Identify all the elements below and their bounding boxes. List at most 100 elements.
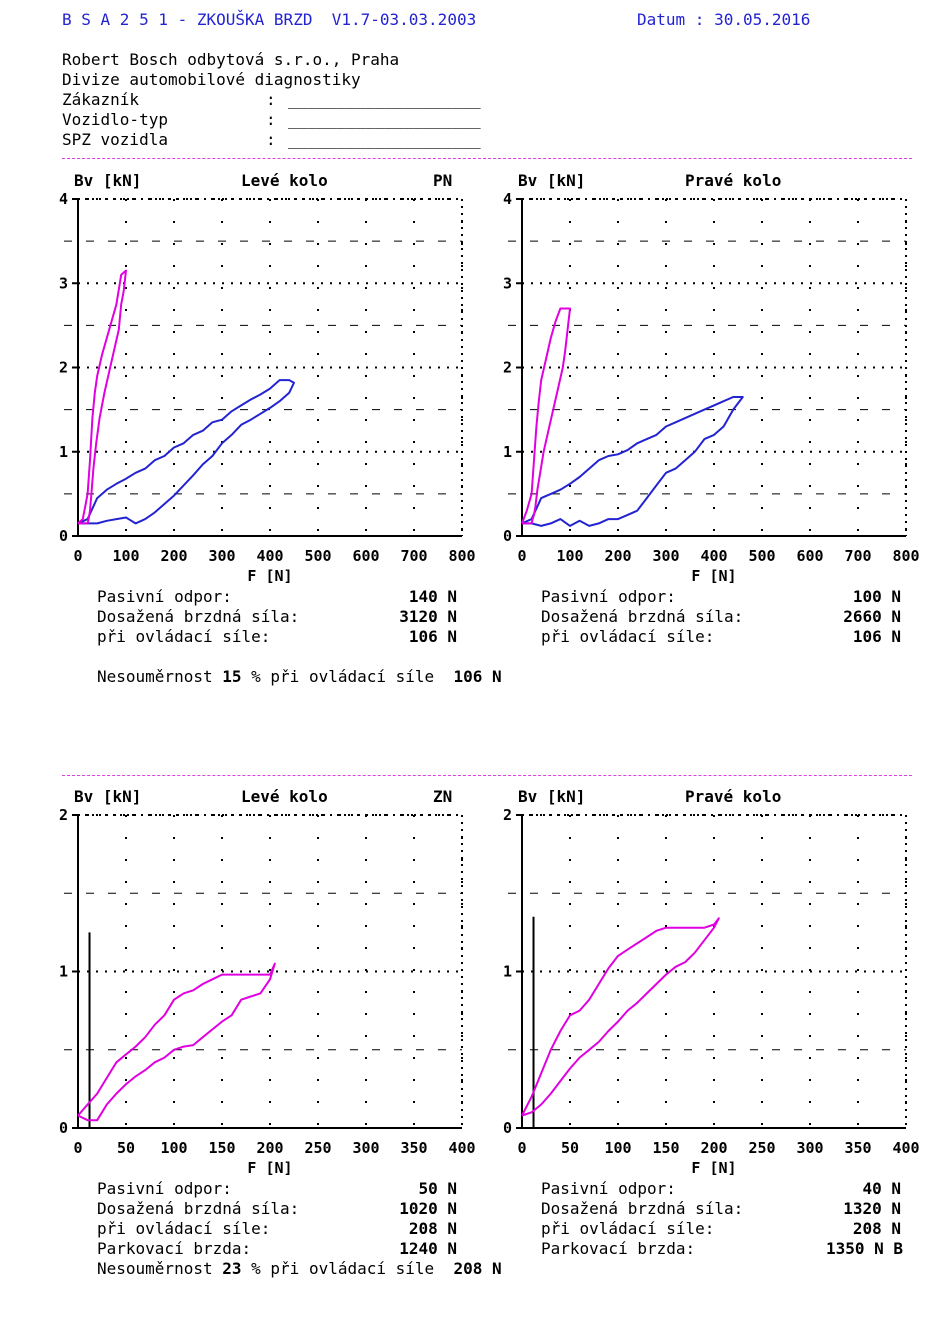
x-tick-label: 350	[400, 1139, 427, 1157]
rear-right-ylabel: Bv [kN]	[518, 787, 586, 806]
front-left-title: Levé kolo	[241, 171, 328, 190]
x-tick-label: 50	[561, 1139, 579, 1157]
x-tick-label: 500	[304, 547, 331, 565]
x-tick-label: 800	[448, 547, 475, 565]
rear-right-force-label: při ovládací síle:	[541, 1219, 715, 1238]
rear-left-parking-value: 1240 N	[399, 1239, 457, 1258]
x-tick-label: 300	[796, 1139, 823, 1157]
division-name: Divize automobilové diagnostiky	[62, 70, 361, 89]
rear-left-parking-label: Parkovací brzda:	[97, 1239, 252, 1258]
x-tick-label: 200	[160, 547, 187, 565]
y-tick-label: 0	[503, 527, 512, 545]
x-tick-label: 100	[112, 547, 139, 565]
rear-left-brake-value: 1020 N	[399, 1199, 457, 1218]
front-left-brake-value: 3120 N	[399, 607, 457, 626]
customer-label: Zákazník	[62, 90, 140, 109]
front-left-force-value: 106 N	[408, 627, 457, 646]
rear-right-passive-value: 40 N	[862, 1179, 901, 1198]
y-tick-label: 1	[503, 443, 512, 461]
x-tick-label: 300	[652, 547, 679, 565]
front-axle-label: PN	[433, 171, 453, 190]
series-line-1	[77, 269, 127, 525]
x-axis-label: F [N]	[691, 567, 736, 585]
y-tick-label: 0	[503, 1119, 512, 1137]
front-left-force-label: při ovládací síle:	[97, 627, 271, 646]
x-tick-label: 100	[556, 547, 583, 565]
x-tick-label: 200	[604, 547, 631, 565]
rear-right-parking-value: 1350 N B	[826, 1239, 904, 1258]
x-tick-label: 0	[517, 1139, 526, 1157]
imbalance-prefix: Nesouměrnost	[97, 667, 213, 686]
licence-plate-field: ____________________	[288, 130, 481, 149]
x-tick-label: 0	[517, 547, 526, 565]
x-tick-label: 150	[652, 1139, 679, 1157]
front-left-passive-value: 140 N	[408, 587, 457, 606]
x-tick-label: 300	[352, 1139, 379, 1157]
imbalance-force: 208 N	[453, 1259, 502, 1278]
x-tick-label: 300	[208, 547, 235, 565]
x-axis-label: F [N]	[691, 1159, 736, 1177]
y-tick-label: 4	[59, 190, 68, 208]
test-date: Datum : 30.05.2016	[637, 10, 811, 29]
rear-left-passive-value: 50 N	[418, 1179, 457, 1198]
y-tick-label: 1	[59, 443, 68, 461]
x-tick-label: 400	[256, 547, 283, 565]
y-tick-label: 3	[503, 274, 512, 292]
rear-imbalance: Nesouměrnost 23 % při ovládací síle 208 …	[97, 1259, 502, 1279]
y-tick-label: 1	[503, 963, 512, 981]
series-line-0	[77, 379, 295, 525]
company-name: Robert Bosch odbytová s.r.o., Praha	[62, 50, 400, 69]
x-tick-label: 100	[604, 1139, 631, 1157]
x-tick-label: 350	[844, 1139, 871, 1157]
x-tick-label: 0	[73, 547, 82, 565]
imbalance-mid: % při ovládací síle	[251, 1259, 435, 1278]
section-divider	[62, 775, 912, 776]
customer-field: ____________________	[288, 90, 481, 109]
y-tick-label: 1	[59, 963, 68, 981]
series-line-1	[521, 307, 571, 525]
rear-left-ylabel: Bv [kN]	[74, 787, 142, 806]
front-right-title: Pravé kolo	[685, 171, 782, 190]
rear-left-force-value: 208 N	[408, 1219, 457, 1238]
front-right-brake-value: 2660 N	[843, 607, 901, 626]
imbalance-value: 15	[222, 667, 242, 686]
licence-plate-label: SPZ vozidla	[62, 130, 168, 149]
rear-right-brake-label: Dosažená brzdná síla:	[541, 1199, 744, 1218]
front-right-passive-label: Pasivní odpor:	[541, 587, 676, 606]
customer-sep: :	[266, 90, 276, 109]
y-tick-label: 4	[503, 190, 512, 208]
y-tick-label: 0	[59, 1119, 68, 1137]
front-right-force-label: při ovládací síle:	[541, 627, 715, 646]
rear-left-force-label: při ovládací síle:	[97, 1219, 271, 1238]
x-tick-label: 250	[748, 1139, 775, 1157]
x-axis-label: F [N]	[247, 567, 292, 585]
vehicle-type-field: ____________________	[288, 110, 481, 129]
x-tick-label: 400	[892, 1139, 919, 1157]
rear-left-brake-label: Dosažená brzdná síla:	[97, 1199, 300, 1218]
front-left-ylabel: Bv [kN]	[74, 171, 142, 190]
front-imbalance: Nesouměrnost 15 % při ovládací síle 106 …	[97, 667, 502, 687]
front-right-ylabel: Bv [kN]	[518, 171, 586, 190]
series-line-0	[77, 962, 276, 1122]
rear-right-brake-value: 1320 N	[843, 1199, 901, 1218]
front-left-passive-label: Pasivní odpor:	[97, 587, 232, 606]
x-tick-label: 100	[160, 1139, 187, 1157]
series-line-0	[521, 396, 744, 527]
x-tick-label: 200	[700, 1139, 727, 1157]
rear-right-parking-label: Parkovací brzda:	[541, 1239, 696, 1258]
front-right-brake-label: Dosažená brzdná síla:	[541, 607, 744, 626]
x-tick-label: 700	[844, 547, 871, 565]
y-tick-label: 3	[59, 274, 68, 292]
rear-right-force-value: 208 N	[852, 1219, 901, 1238]
y-tick-label: 2	[59, 359, 68, 377]
imbalance-prefix: Nesouměrnost	[97, 1259, 213, 1278]
y-tick-label: 2	[503, 359, 512, 377]
x-tick-label: 50	[117, 1139, 135, 1157]
y-tick-label: 2	[503, 806, 512, 824]
front-right-passive-value: 100 N	[852, 587, 901, 606]
rear-right-title: Pravé kolo	[685, 787, 782, 806]
imbalance-value: 23	[222, 1259, 242, 1278]
licence-plate-sep: :	[266, 130, 276, 149]
imbalance-mid: % při ovládací síle	[251, 667, 435, 686]
